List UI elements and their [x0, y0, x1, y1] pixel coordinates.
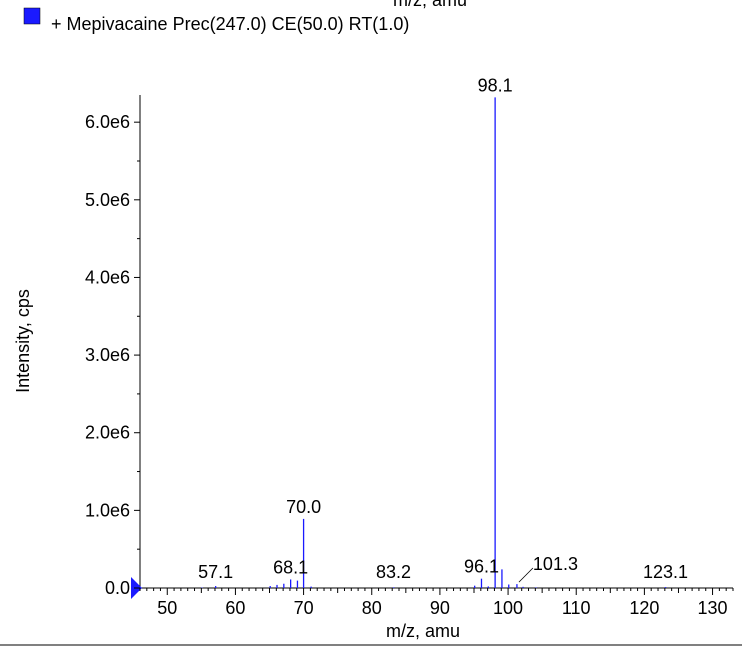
- x-tick-label: 100: [493, 598, 523, 618]
- legend-label: + Mepivacaine Prec(247.0) CE(50.0) RT(1.…: [51, 14, 409, 34]
- y-tick-label: 3.0e6: [85, 345, 130, 365]
- x-tick-label: 110: [562, 598, 591, 618]
- peak-label: 98.1: [478, 75, 513, 95]
- peak-label: 57.1: [198, 562, 233, 582]
- y-tick-label: 2.0e6: [85, 423, 130, 443]
- legend: + Mepivacaine Prec(247.0) CE(50.0) RT(1.…: [23, 7, 409, 34]
- peaks: [201, 97, 667, 588]
- y-tick-label: 6.0e6: [85, 112, 130, 132]
- y-tick-label: 0.0: [105, 578, 130, 598]
- peak-label: 96.1: [464, 557, 499, 577]
- x-axis-label: m/z, amu: [386, 621, 460, 641]
- x-tick-label: 90: [430, 598, 450, 618]
- x-tick-label: 130: [698, 598, 728, 618]
- peak-label: 123.1: [643, 562, 688, 582]
- x-tick-label: 60: [225, 598, 245, 618]
- x-tick-label: 70: [294, 598, 314, 618]
- peak-label: 70.0: [286, 497, 321, 517]
- peak-label-leader: [518, 567, 534, 583]
- x-tick-label: 80: [362, 598, 382, 618]
- y-tick-label: 5.0e6: [85, 190, 130, 210]
- x-tick-label: 50: [157, 598, 177, 618]
- axes: [0, 95, 742, 646]
- legend-swatch: [23, 7, 41, 25]
- x-ticks: 50 60 70 80 90 100 110 120 130: [139, 588, 734, 618]
- y-tick-label: 4.0e6: [85, 267, 130, 287]
- y-axis-label: Intensity, cps: [13, 289, 33, 393]
- y-tick-label: 1.0e6: [85, 500, 130, 520]
- peak-labels: 57.1 68.1 70.0 83.2 96.1 98.1 101.3 123.1: [198, 75, 688, 583]
- y-ticks: 0.0 1.0e6 2.0e6 3.0e6 4.0e6 5.0e6 6.0e6: [85, 112, 140, 598]
- peak-label: 101.3: [533, 554, 578, 574]
- peak-label: 68.1: [273, 557, 308, 577]
- x-tick-label: 120: [629, 598, 659, 618]
- clipped-top-label: m/z, amu: [393, 0, 467, 10]
- peak-label: 83.2: [376, 562, 411, 582]
